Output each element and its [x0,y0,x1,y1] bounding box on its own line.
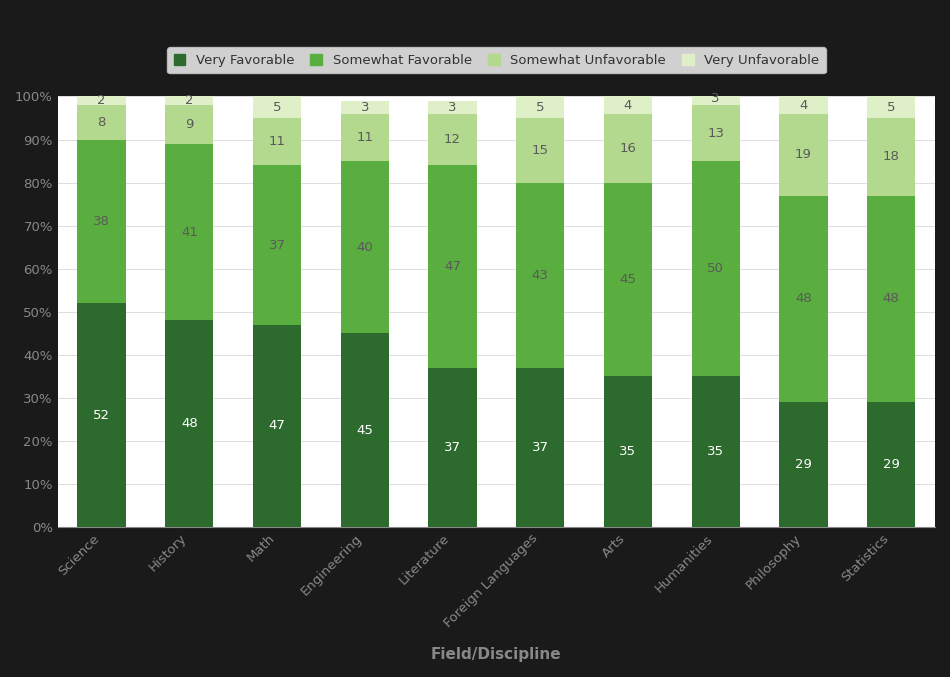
Text: 29: 29 [883,458,900,471]
Bar [867,118,915,196]
Text: 3: 3 [712,92,720,105]
Bar [516,118,564,183]
Text: 13: 13 [707,127,724,139]
Text: 50: 50 [707,262,724,275]
Text: 41: 41 [180,225,198,238]
Text: 35: 35 [619,445,636,458]
Text: 5: 5 [887,101,896,114]
Bar [779,114,827,196]
Bar [867,196,915,402]
Bar [428,114,477,165]
Bar [867,97,915,118]
Bar [253,118,301,165]
Bar [253,325,301,527]
Bar [78,97,125,105]
Bar [692,105,740,161]
Text: 35: 35 [707,445,724,458]
Bar [428,165,477,368]
Bar [516,183,564,368]
Text: 48: 48 [883,292,900,305]
Bar [779,402,827,527]
Bar [165,97,214,105]
Text: 37: 37 [532,441,549,454]
Text: 19: 19 [795,148,812,161]
Text: 16: 16 [619,141,636,154]
Bar [165,320,214,527]
Bar [604,376,652,527]
Text: 4: 4 [799,99,807,112]
Bar [692,161,740,376]
Text: 48: 48 [180,417,198,430]
Text: 48: 48 [795,292,812,305]
Text: 43: 43 [532,269,549,282]
Text: 9: 9 [185,118,194,131]
Bar [341,161,389,333]
Bar [428,368,477,527]
Bar [341,114,389,161]
Bar [692,376,740,527]
Text: 8: 8 [98,116,105,129]
Bar [253,165,301,325]
Bar [867,402,915,527]
Legend: Very Favorable, Somewhat Favorable, Somewhat Unfavorable, Very Unfavorable: Very Favorable, Somewhat Favorable, Some… [167,47,826,73]
X-axis label: Field/Discipline: Field/Discipline [431,647,561,662]
Text: 15: 15 [532,144,549,157]
Text: 3: 3 [448,101,457,114]
Bar [779,97,827,114]
Bar [604,114,652,183]
Text: 45: 45 [356,424,373,437]
Text: 3: 3 [361,101,369,114]
Bar [78,105,125,139]
Text: 52: 52 [93,409,110,422]
Text: 38: 38 [93,215,110,228]
Bar [341,101,389,114]
Bar [253,97,301,118]
Text: 11: 11 [356,131,373,144]
Bar [604,183,652,376]
Text: 37: 37 [269,238,286,252]
Bar [78,303,125,527]
Text: 5: 5 [273,101,281,114]
Bar [428,101,477,114]
Bar [78,139,125,303]
Bar [516,368,564,527]
Text: 4: 4 [624,99,632,112]
Text: 2: 2 [185,94,194,107]
Bar [165,144,214,320]
Text: 47: 47 [444,260,461,273]
Text: 2: 2 [97,94,105,107]
Text: 12: 12 [444,133,461,146]
Bar [341,333,389,527]
Text: 37: 37 [444,441,461,454]
Text: 40: 40 [356,240,373,254]
Text: 18: 18 [883,150,900,163]
Text: 11: 11 [269,135,286,148]
Bar [165,105,214,144]
Bar [604,97,652,114]
Text: 47: 47 [269,419,286,433]
Bar [516,97,564,118]
Text: 45: 45 [619,273,636,286]
Bar [692,92,740,105]
Text: 29: 29 [795,458,812,471]
Bar [779,196,827,402]
Text: 5: 5 [536,101,544,114]
